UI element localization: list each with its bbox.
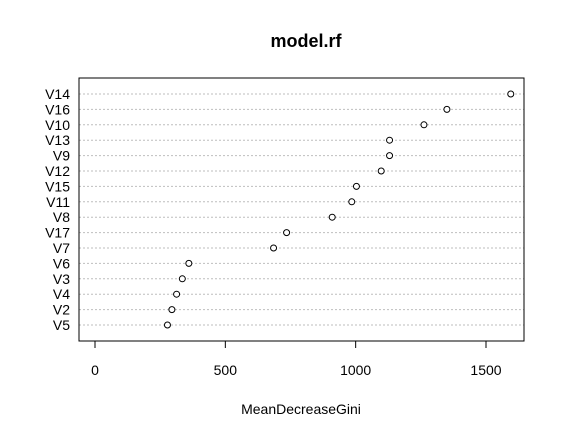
x-axis-label: MeanDecreaseGini bbox=[241, 401, 361, 417]
x-axis: 0 500 1000 1500 bbox=[91, 340, 502, 378]
data-point-v9 bbox=[386, 152, 394, 160]
data-point-v5 bbox=[163, 321, 171, 329]
category-label-v2: V2 bbox=[53, 302, 70, 318]
data-point-v11 bbox=[348, 198, 356, 206]
x-tick-label: 1500 bbox=[470, 362, 501, 378]
chart-title: model.rf bbox=[270, 31, 342, 51]
category-label-v17: V17 bbox=[45, 225, 70, 241]
category-label-v7: V7 bbox=[53, 240, 70, 256]
grid-lines bbox=[79, 93, 524, 326]
x-tick-label: 1000 bbox=[340, 362, 371, 378]
data-point-v16 bbox=[443, 105, 451, 113]
plot-frame bbox=[78, 77, 525, 342]
data-point-v8 bbox=[328, 213, 336, 221]
data-point-v17 bbox=[283, 229, 291, 237]
data-points bbox=[163, 90, 515, 329]
category-label-v12: V12 bbox=[45, 163, 70, 179]
category-label-v11: V11 bbox=[46, 194, 70, 210]
category-label-v14: V14 bbox=[45, 86, 70, 102]
x-tick-label: 0 bbox=[91, 362, 99, 378]
data-point-v13 bbox=[386, 136, 394, 144]
data-point-v14 bbox=[507, 90, 515, 98]
data-point-v7 bbox=[270, 244, 278, 252]
category-label-v9: V9 bbox=[53, 148, 70, 164]
category-label-v5: V5 bbox=[53, 317, 70, 333]
x-tick-label: 500 bbox=[214, 362, 238, 378]
category-label-v6: V6 bbox=[53, 255, 70, 271]
data-point-v6 bbox=[185, 259, 193, 267]
category-label-v4: V4 bbox=[53, 286, 70, 302]
data-point-v12 bbox=[377, 167, 385, 175]
category-label-v10: V10 bbox=[45, 117, 70, 133]
category-label-v8: V8 bbox=[53, 209, 70, 225]
data-point-v15 bbox=[352, 182, 360, 190]
category-label-v16: V16 bbox=[45, 101, 70, 117]
category-label-v13: V13 bbox=[45, 132, 70, 148]
category-label-v15: V15 bbox=[45, 178, 70, 194]
data-point-v3 bbox=[178, 275, 186, 283]
data-point-v10 bbox=[420, 121, 428, 129]
category-label-v3: V3 bbox=[53, 271, 70, 287]
data-point-v2 bbox=[168, 306, 176, 314]
data-point-v4 bbox=[173, 290, 181, 298]
